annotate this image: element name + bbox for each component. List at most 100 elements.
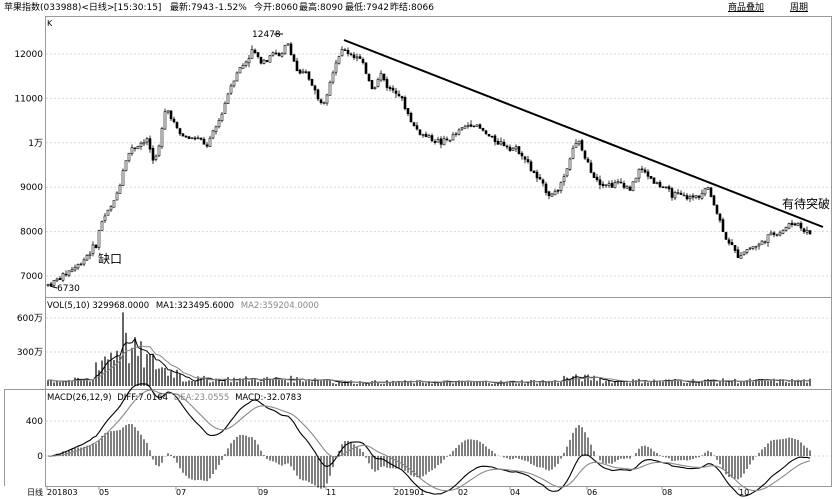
volume-ma-lines [47, 337, 811, 384]
candle-body [730, 242, 734, 246]
candle-body [784, 227, 788, 231]
candle-body [781, 230, 785, 234]
candle-body [295, 60, 299, 72]
volume-legend: VOL(5,10) 329968.0000 MA1:323495.6000 MA… [47, 301, 319, 311]
volume-tick-label: 600万 [17, 314, 43, 324]
price-tick-label: 8000 [20, 228, 43, 238]
candle-body [619, 181, 623, 184]
candle-body [685, 195, 689, 200]
candle-body [163, 111, 167, 130]
candle-body [316, 89, 320, 100]
candle-body [91, 244, 95, 254]
candlestick-series [46, 41, 812, 288]
period-button[interactable]: 周期 [790, 3, 809, 13]
candle-body [574, 143, 578, 148]
quote-time: [15:30:15] [114, 3, 162, 13]
candle-body [682, 194, 686, 197]
candle-body [475, 124, 479, 127]
candle-body [748, 247, 752, 250]
macd-tick-label: 400 [26, 417, 43, 427]
candle-body [64, 273, 68, 276]
candle-body [745, 249, 749, 253]
macd-panel-frame [45, 389, 832, 487]
candle-body [325, 94, 329, 104]
candle-body [364, 62, 368, 74]
candle-body [202, 138, 206, 145]
candle-body [220, 113, 224, 121]
candle-body [601, 183, 605, 187]
candle-body [751, 246, 755, 249]
candle-body [550, 193, 554, 197]
candle-body [76, 264, 80, 269]
volume-ma1-value: MA1:323495.6000 [156, 301, 234, 311]
candle-body [88, 253, 92, 256]
x-axis-labels: 201803 05 07 09 11 201901 02 04 06 08 10 [47, 488, 749, 497]
macd-diff-value: DIFF:7.0164 [117, 393, 168, 403]
candle-body [106, 209, 110, 216]
candle-body [373, 86, 377, 90]
candle-body [505, 145, 509, 148]
overlay-button[interactable]: 商品叠加 [728, 3, 765, 13]
price-panel-corner-label: K [47, 19, 53, 28]
candle-body [271, 52, 275, 56]
candle-body [322, 101, 326, 104]
high-price-label: 12478 [252, 30, 281, 40]
candle-body [622, 183, 626, 188]
price-panel-frame [45, 16, 832, 298]
candle-body [262, 59, 266, 64]
candle-body [535, 171, 539, 179]
candle-body [349, 53, 353, 56]
candle-body [799, 222, 803, 229]
candle-body [694, 195, 698, 198]
candle-body [679, 192, 683, 195]
candle-body [445, 138, 449, 141]
price-tick-label: 1万 [28, 139, 43, 149]
candle-body [277, 53, 281, 56]
candle-body [319, 99, 323, 103]
candle-body [61, 273, 65, 281]
candle-body [541, 179, 545, 184]
candle-body [727, 239, 731, 244]
candle-body [73, 267, 77, 271]
price-tick-label: 11000 [14, 94, 43, 104]
candle-body [520, 152, 524, 157]
candle-body [700, 193, 704, 199]
candle-body [634, 177, 638, 183]
candle-body [490, 135, 494, 138]
candle-body [595, 176, 599, 181]
candle-body [151, 148, 155, 161]
prev-settle-price: 昨结:8066 [390, 3, 434, 13]
candle-body [169, 110, 173, 120]
candle-body [718, 213, 722, 221]
candle-body [388, 87, 392, 90]
candle-body [274, 52, 278, 55]
candle-body [82, 259, 86, 265]
candle-body [376, 79, 380, 87]
candle-body [187, 136, 191, 140]
candle-body [736, 249, 740, 259]
candle-body [607, 183, 611, 186]
candle-body [118, 184, 122, 194]
candle-body [340, 49, 344, 57]
macd-histogram [50, 423, 811, 489]
candle-body [544, 183, 548, 193]
candle-body [790, 222, 794, 225]
candle-body [232, 80, 236, 87]
x-axis-label: 08 [662, 488, 672, 497]
candle-body [334, 62, 338, 73]
candle-body [310, 79, 314, 86]
candle-body [586, 158, 590, 163]
candle-body [385, 79, 389, 88]
candle-body [733, 245, 737, 251]
candle-body [538, 177, 542, 180]
low-price-label: 6730 [57, 284, 80, 294]
candle-body [673, 192, 677, 199]
candle-body [484, 130, 488, 134]
candle-body [184, 135, 188, 138]
candle-body [223, 102, 227, 114]
candle-body [253, 49, 257, 54]
candle-body [100, 221, 104, 231]
candle-body [580, 140, 584, 151]
candle-body [109, 206, 113, 211]
